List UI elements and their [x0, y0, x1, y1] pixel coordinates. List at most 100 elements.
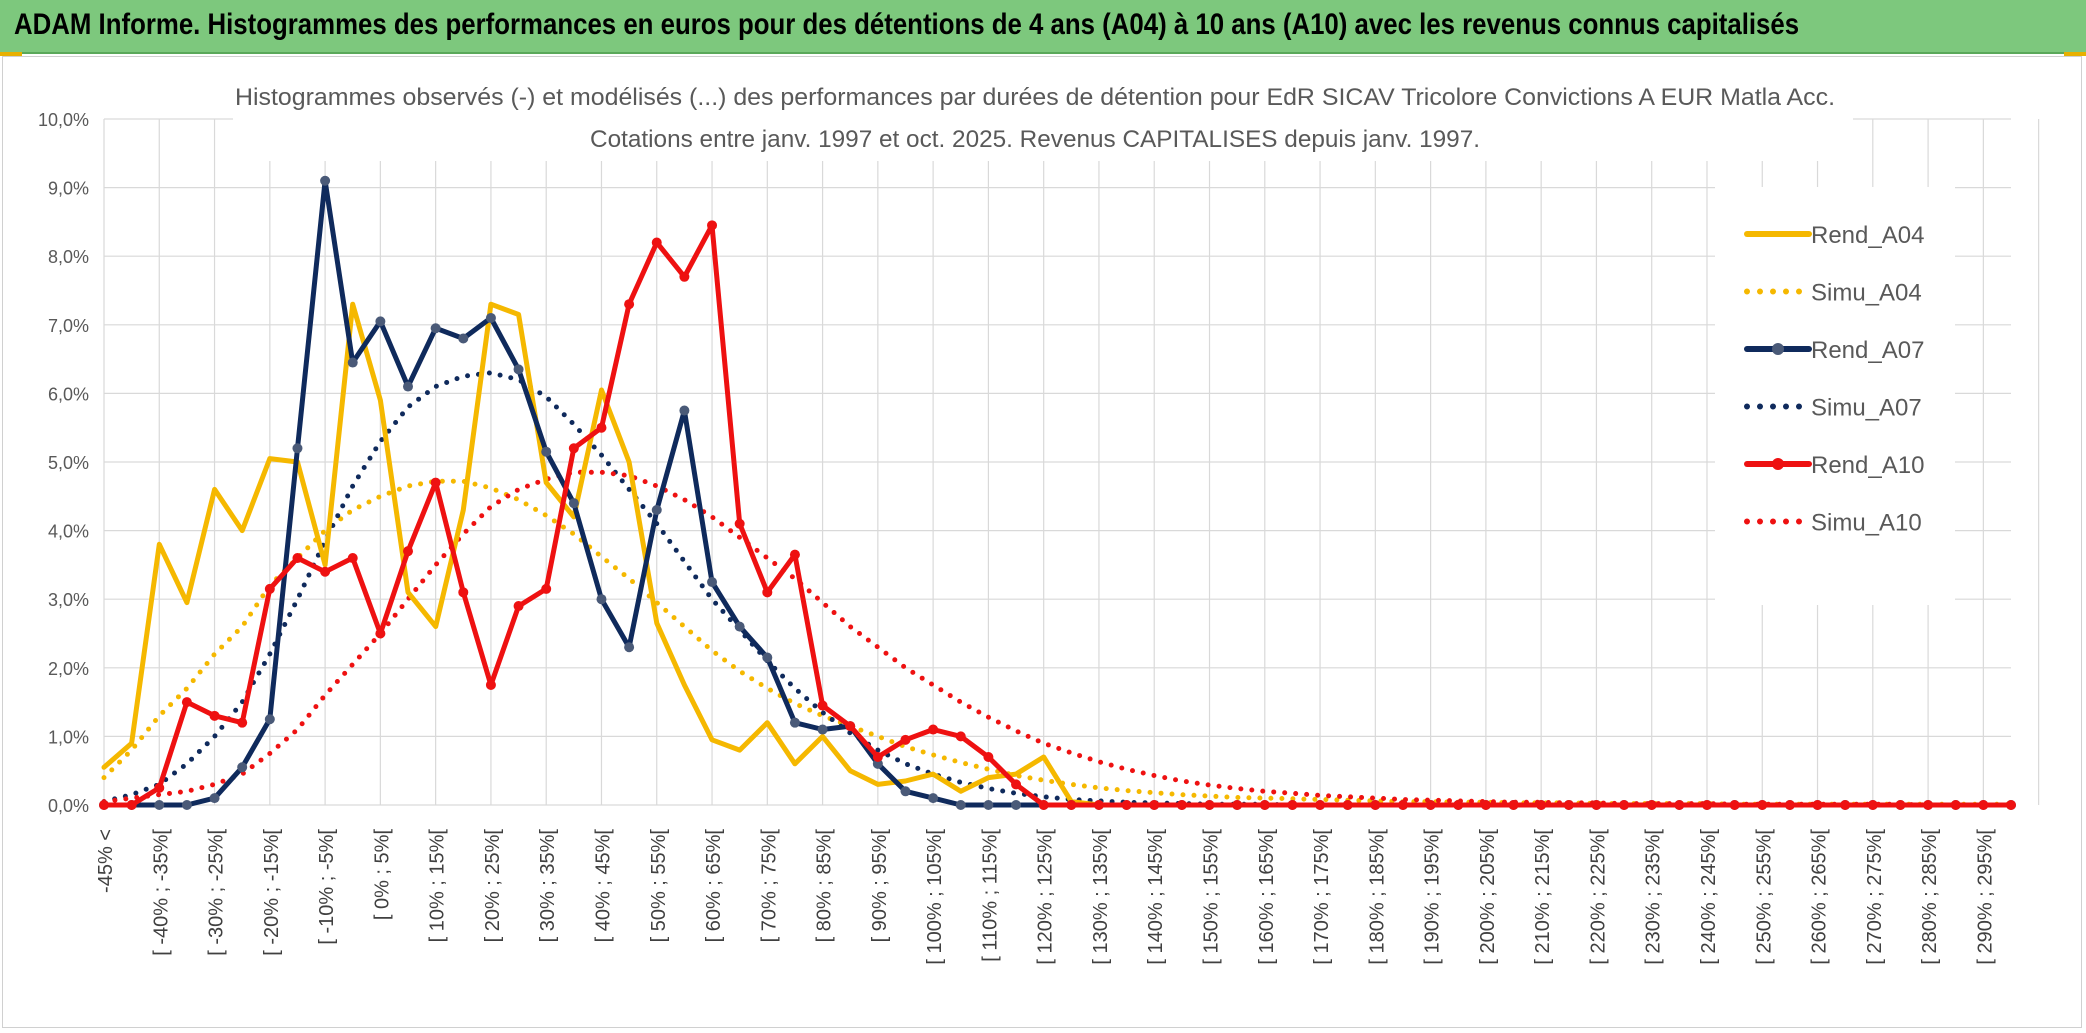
data-point-Rend_A10 [126, 800, 137, 810]
data-point-Rend_A10 [1591, 800, 1602, 810]
x-tick-label: [ 190% ; 195%[ [1422, 829, 1444, 965]
series-line-Simu_A04 [101, 478, 2014, 807]
x-tick-label: [ -30% ; -25%[ [206, 829, 228, 956]
x-tick-label: [ 60% ; 65%[ [703, 829, 725, 943]
data-point-Rend_A10 [1978, 800, 1989, 810]
x-tick-label: [ 90% ; 95%[ [869, 829, 891, 943]
data-point-Rend_A10 [1397, 800, 1408, 810]
data-point-Rend_A10 [679, 271, 690, 282]
legend-label-Simu_A10: Simu_A10 [1811, 510, 1922, 537]
report-banner: ADAM Informe. Histogrammes des performan… [0, 0, 2086, 54]
data-point-Rend_A10 [1315, 800, 1326, 810]
x-tick-label: [ 70% ; 75%[ [758, 829, 780, 943]
x-tick-label: [ 230% ; 235%[ [1643, 829, 1665, 965]
x-tick-label: [ 210% ; 215%[ [1532, 829, 1554, 965]
series-layer [99, 175, 2016, 810]
y-tick-label: 2,0% [48, 659, 89, 679]
corner-accent-right [2064, 52, 2086, 56]
data-point-Rend_A10 [485, 679, 496, 690]
data-point-Rend_A10 [1038, 800, 1049, 810]
data-point-Rend_A07 [403, 381, 414, 392]
x-tick-label: [ 270% ; 275%[ [1864, 829, 1886, 965]
data-point-Rend_A07 [292, 443, 303, 454]
y-tick-label: 6,0% [48, 384, 89, 404]
data-point-Rend_A10 [845, 721, 856, 732]
data-point-Rend_A10 [264, 583, 275, 594]
data-point-Rend_A10 [789, 549, 800, 560]
legend-label-Rend_A07: Rend_A07 [1811, 337, 1924, 364]
data-point-Rend_A07 [872, 758, 883, 769]
data-point-Rend_A07 [1011, 800, 1022, 810]
data-point-Rend_A10 [1480, 800, 1491, 810]
x-tick-label: [ 20% ; 25%[ [482, 829, 504, 943]
x-tick-label: [ 250% ; 255%[ [1753, 829, 1775, 965]
data-point-Rend_A07 [679, 405, 690, 416]
data-point-Rend_A07 [541, 446, 552, 457]
x-tick-label: [ 100% ; 105%[ [924, 829, 946, 965]
data-point-Rend_A10 [2006, 800, 2016, 810]
data-point-Rend_A07 [624, 642, 635, 653]
x-tick-label: [ 240% ; 245%[ [1698, 829, 1720, 965]
x-tick-label: [ 260% ; 265%[ [1809, 829, 1831, 965]
data-point-Rend_A10 [1259, 800, 1270, 810]
data-point-Rend_A10 [1757, 800, 1768, 810]
data-point-Rend_A10 [651, 237, 662, 248]
data-point-Rend_A10 [154, 782, 165, 793]
x-tick-label: [ 290% ; 295%[ [1974, 829, 1996, 965]
x-tick-label: [ 200% ; 205%[ [1477, 829, 1499, 965]
x-tick-label: [ -40% ; -35%[ [150, 829, 172, 956]
data-point-Rend_A10 [1425, 800, 1436, 810]
data-point-Rend_A10 [458, 587, 469, 598]
x-tick-label: [ 170% ; 175%[ [1311, 829, 1333, 965]
data-point-Rend_A07 [955, 800, 966, 810]
data-point-Rend_A10 [1867, 800, 1878, 810]
y-tick-label: 5,0% [48, 453, 89, 473]
data-point-Rend_A10 [1674, 800, 1685, 810]
data-point-Rend_A07 [430, 323, 441, 334]
legend-label-Rend_A10: Rend_A10 [1811, 452, 1924, 479]
x-tick-label: [ 10% ; 15%[ [427, 829, 449, 943]
data-point-Rend_A10 [734, 518, 745, 529]
data-point-Rend_A10 [872, 751, 883, 762]
data-point-Rend_A10 [955, 731, 966, 742]
x-tick-label: [ 280% ; 285%[ [1919, 829, 1941, 965]
data-point-Rend_A10 [1011, 779, 1022, 790]
data-point-Rend_A07 [375, 316, 386, 327]
x-tick-label: [ 0% ; 5%[ [371, 829, 393, 921]
data-point-Rend_A10 [1453, 800, 1464, 810]
x-tick-label: [ 150% ; 155%[ [1201, 829, 1223, 965]
data-point-Rend_A10 [99, 800, 109, 810]
y-tick-label: 0,0% [48, 796, 89, 816]
x-tick-label: [ -10% ; -5%[ [316, 829, 338, 945]
x-tick-label: [ -20% ; -15%[ [261, 829, 283, 956]
data-point-Rend_A07 [762, 652, 773, 663]
y-tick-label: 9,0% [48, 179, 89, 199]
data-point-Rend_A10 [1176, 800, 1187, 810]
data-point-Rend_A10 [375, 628, 386, 639]
data-point-Rend_A10 [1066, 800, 1077, 810]
data-point-Rend_A10 [1536, 800, 1547, 810]
data-point-Rend_A10 [1701, 800, 1712, 810]
data-point-Rend_A07 [983, 800, 994, 810]
data-point-Rend_A07 [264, 714, 275, 725]
data-point-Rend_A07 [734, 621, 745, 632]
data-point-Rend_A07 [568, 498, 579, 509]
data-point-Rend_A10 [1895, 800, 1906, 810]
x-tick-label: [ 40% ; 45%[ [592, 829, 614, 943]
y-tick-label: 8,0% [48, 247, 89, 267]
data-point-Rend_A10 [1646, 800, 1657, 810]
data-point-Rend_A07 [928, 793, 939, 804]
x-tick-label: [ 110% ; 115%[ [979, 829, 1001, 962]
x-tick-label: [ 140% ; 145%[ [1145, 829, 1167, 965]
data-point-Rend_A10 [1840, 800, 1851, 810]
x-tick-label: [ 160% ; 165%[ [1256, 829, 1278, 965]
data-point-Rend_A10 [403, 546, 414, 557]
data-point-Rend_A10 [1342, 800, 1353, 810]
data-point-Rend_A10 [1121, 800, 1132, 810]
chart-subtitle: Cotations entre janv. 1997 et oct. 2025.… [590, 126, 1480, 153]
x-tick-label: [ 220% ; 225%[ [1587, 829, 1609, 965]
y-tick-label: 10,0% [38, 110, 89, 130]
data-point-Rend_A07 [513, 364, 524, 375]
histogram-chart: 0,0% 1,0% 2,0% 3,0% 4,0% 5,0% 6,0% 7,0% 8,0% 9,0%… [38, 61, 2040, 965]
data-point-Rend_A07 [237, 762, 248, 773]
